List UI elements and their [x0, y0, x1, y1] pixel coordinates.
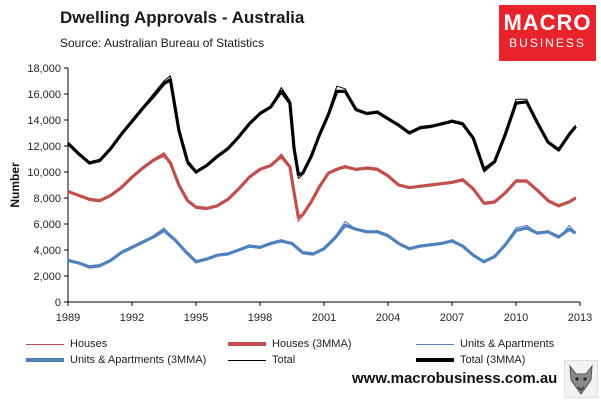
legend-label-total: Total — [272, 354, 296, 366]
macrobusiness-logo[interactable]: MACRO BUSINESS — [499, 5, 596, 61]
legend-label-houses: Houses — [70, 338, 108, 350]
y-tick-label: 4,000 — [33, 245, 61, 257]
series-line-units-apartments — [67, 220, 577, 269]
legend-item-units: Units & Apartments — [416, 338, 554, 350]
x-tick-label: 2013 — [568, 312, 592, 324]
legend-label-houses-3mma: Houses (3MMA) — [272, 338, 352, 350]
legend-label-total-3mma: Total (3MMA) — [460, 354, 526, 366]
y-tick-label: 10,000 — [27, 167, 61, 179]
x-tick-label: 1989 — [56, 312, 80, 324]
y-axis-label: Number — [8, 162, 22, 208]
x-tick-label: 2007 — [440, 312, 464, 324]
series-line-units-apartments-3mma — [67, 223, 577, 269]
legend-item-total: Total — [228, 354, 295, 366]
legend-label-units: Units & Apartments — [460, 338, 555, 350]
legend-item-units-3mma: Units & Apartments (3MMA) — [26, 354, 206, 366]
x-tick-label: 1995 — [184, 312, 208, 324]
y-tick-label: 12,000 — [27, 141, 61, 153]
website-link[interactable]: www.macrobusiness.com.au — [352, 370, 558, 387]
x-tick-label: 2010 — [504, 312, 528, 324]
legend-swatch-houses-3mma — [228, 342, 266, 346]
series-line-houses — [67, 152, 577, 222]
x-tick-label: 2004 — [376, 312, 400, 324]
legend-item-houses: Houses — [26, 338, 107, 350]
y-tick-label: 2,000 — [33, 271, 61, 283]
legend-label-units-3mma: Units & Apartments (3MMA) — [70, 354, 207, 366]
x-tick-label: 2001 — [312, 312, 336, 324]
legend-swatch-houses — [26, 343, 64, 345]
y-tick-label: 6,000 — [33, 219, 61, 231]
y-tick-label: 16,000 — [27, 89, 61, 101]
y-tick-label: 8,000 — [33, 193, 61, 205]
legend-item-total-3mma: Total (3MMA) — [416, 354, 525, 366]
wolf-icon — [564, 360, 598, 398]
legend-swatch-total — [228, 359, 266, 361]
logo-line-2: BUSINESS — [509, 36, 586, 50]
series-line-houses-3mma — [67, 153, 577, 220]
y-tick-label: 14,000 — [27, 115, 61, 127]
chart-title: Dwelling Approvals - Australia — [60, 8, 305, 27]
x-tick-label: 1998 — [248, 312, 272, 324]
legend-item-houses-3mma: Houses (3MMA) — [228, 338, 351, 350]
chart-source: Source: Australian Bureau of Statistics — [60, 36, 265, 50]
y-tick-label: 0 — [55, 297, 61, 309]
logo-line-1: MACRO — [503, 10, 592, 35]
x-tick-label: 1992 — [120, 312, 144, 324]
y-tick-label: 18,000 — [27, 63, 61, 75]
legend-swatch-units — [416, 343, 454, 345]
legend-swatch-units-3mma — [26, 358, 64, 362]
series-line-total-3mma — [66, 78, 577, 177]
legend-swatch-total-3mma — [416, 358, 454, 362]
